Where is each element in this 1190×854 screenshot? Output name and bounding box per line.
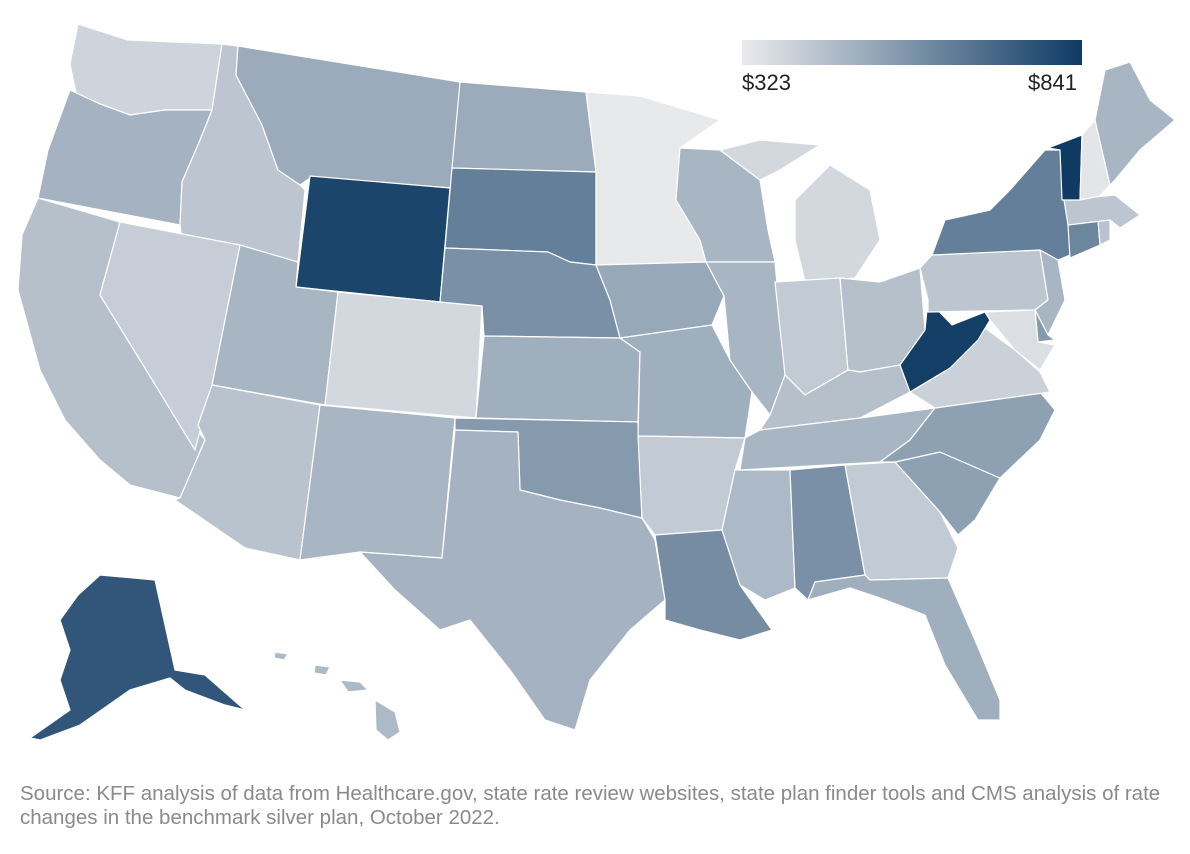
state-new-york[interactable] [931, 149, 1071, 261]
states-layer [17, 23, 1176, 741]
state-rhode-island[interactable] [1097, 219, 1111, 246]
state-wyoming[interactable] [295, 175, 451, 303]
state-pennsylvania[interactable] [919, 249, 1049, 313]
state-north-carolina[interactable] [879, 391, 1056, 479]
legend-min-label: $323 [742, 70, 791, 95]
state-west-virginia[interactable] [899, 299, 991, 393]
state-maryland[interactable] [984, 309, 1056, 371]
state-texas[interactable] [359, 429, 666, 731]
state-colorado[interactable] [324, 291, 483, 419]
state-florida[interactable] [807, 574, 1001, 721]
legend-color-scale [742, 40, 1082, 65]
state-new-hampshire[interactable] [1079, 119, 1111, 201]
state-illinois[interactable] [705, 261, 786, 416]
state-hawaii[interactable] [273, 651, 401, 741]
state-massachusetts[interactable] [1063, 194, 1141, 229]
legend-max-label: $841 [1028, 70, 1077, 95]
state-alaska[interactable] [29, 574, 246, 741]
state-new-mexico[interactable] [299, 404, 456, 561]
state-maine[interactable] [1094, 61, 1176, 186]
state-michigan[interactable] [719, 139, 881, 283]
state-kansas[interactable] [475, 335, 641, 423]
state-north-dakota[interactable] [451, 81, 597, 173]
state-connecticut[interactable] [1067, 219, 1101, 259]
state-missouri[interactable] [619, 324, 753, 439]
state-vermont[interactable] [1047, 134, 1083, 201]
source-note: Source: KFF analysis of data from Health… [20, 782, 1161, 829]
